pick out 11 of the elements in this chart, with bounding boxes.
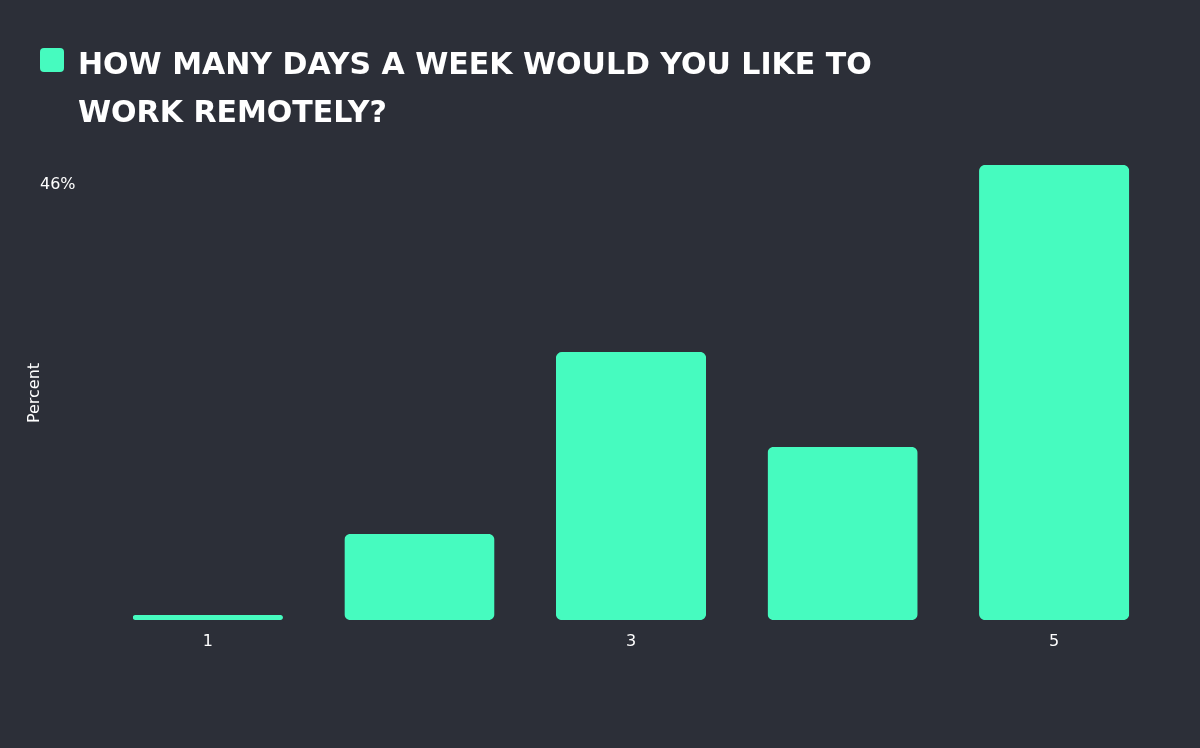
x-tick-label: 5 — [1049, 630, 1060, 650]
chart-title: HOW MANY DAYS A WEEK WOULD YOU LIKE TO WORK REMOTELY? — [78, 45, 873, 131]
bar — [555, 352, 707, 620]
y-axis-title: Percent — [23, 362, 43, 424]
x-tick-label: 1 — [202, 630, 213, 650]
bar — [344, 534, 495, 620]
bar — [767, 447, 918, 620]
bar — [979, 165, 1130, 620]
x-tick-label: 3 — [625, 630, 637, 650]
bar — [132, 615, 283, 620]
text: 46% — [40, 174, 76, 193]
